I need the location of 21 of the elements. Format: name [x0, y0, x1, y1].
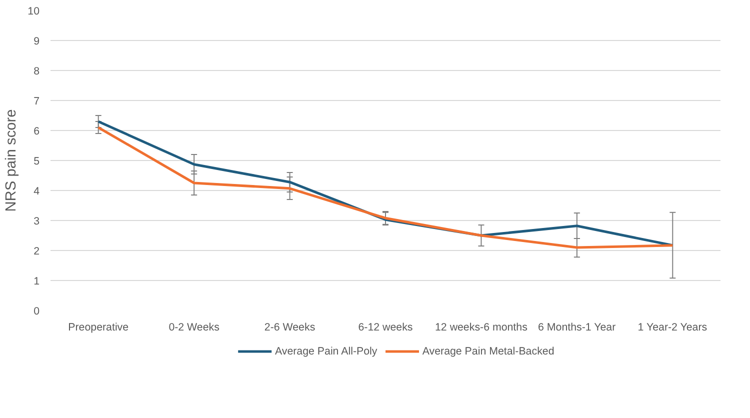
- y-tick-label: 7: [34, 96, 40, 108]
- x-tick-label: 6-12 weeks: [358, 322, 413, 334]
- y-tick-label: 5: [34, 156, 40, 168]
- y-tick-label: 1: [34, 276, 40, 288]
- y-tick-label: 8: [34, 66, 40, 78]
- x-tick-label: 6 Months-1 Year: [538, 322, 616, 334]
- y-tick-label: 10: [28, 6, 40, 18]
- y-axis-title: NRS pain score: [4, 109, 20, 212]
- x-tick-label: 0-2 Weeks: [168, 322, 220, 334]
- legend-label: Average Pain All-Poly: [274, 346, 378, 358]
- y-tick-label: 3: [34, 216, 40, 228]
- x-tick-label: Preoperative: [68, 322, 129, 334]
- x-tick-label: 12 weeks-6 months: [435, 322, 528, 334]
- y-tick-label: 4: [34, 186, 40, 198]
- x-tick-label: 1 Year-2 Years: [638, 322, 708, 334]
- y-tick-label: 9: [34, 36, 40, 48]
- y-tick-label: 6: [34, 126, 40, 138]
- y-tick-label: 2: [34, 246, 40, 258]
- x-tick-label: 2-6 Weeks: [264, 322, 316, 334]
- legend-label: Average Pain Metal-Backed: [422, 346, 554, 358]
- y-tick-label: 0: [34, 306, 40, 318]
